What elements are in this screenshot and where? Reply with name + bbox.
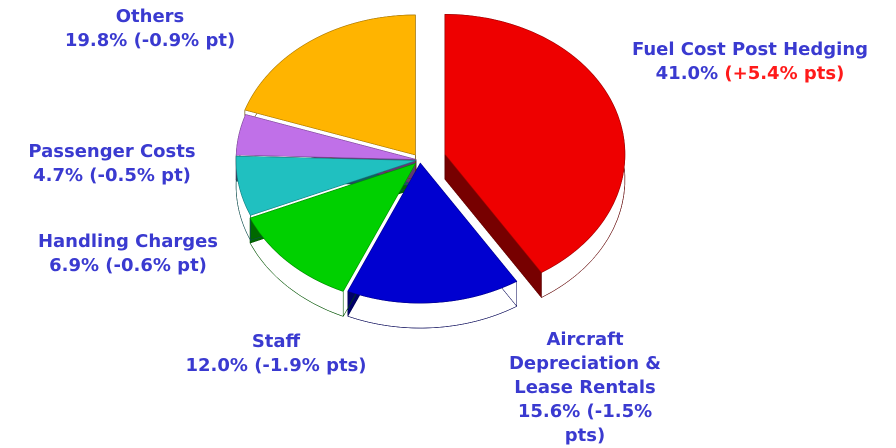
change-label: (+5.4% pts) bbox=[724, 63, 845, 84]
value-label: 19.8% bbox=[64, 30, 128, 51]
pie-slice bbox=[235, 155, 417, 216]
slice-label: Fuel Cost Post Hedging 41.0% (+5.4% pts) bbox=[600, 38, 896, 86]
pie-slice bbox=[347, 162, 518, 304]
category-label: Others bbox=[115, 6, 185, 27]
slice-label: Aircraft Depreciation & Lease Rentals 15.… bbox=[498, 328, 673, 448]
category-label: Staff bbox=[251, 331, 301, 352]
pie-slice bbox=[249, 162, 417, 292]
slice-label: Staff 12.0% (-1.9% pts) bbox=[146, 330, 406, 378]
value-label: 4.7% bbox=[33, 165, 84, 186]
category-label: Passenger Costs bbox=[28, 141, 196, 162]
value-label: 6.9% bbox=[49, 255, 100, 276]
change-label: (-0.5% pt) bbox=[89, 165, 191, 186]
category-label: Handling Charges bbox=[37, 231, 219, 252]
value-label: 15.6% bbox=[517, 401, 581, 422]
change-label: (-1.5% pts) bbox=[564, 401, 653, 446]
pie-slice bbox=[235, 114, 417, 160]
pie-slice bbox=[244, 14, 416, 156]
change-label: (-1.9% pts) bbox=[254, 355, 367, 376]
value-label: 12.0% bbox=[185, 355, 248, 376]
slice-label: Handling Charges 6.9% (-0.6% pt) bbox=[0, 230, 258, 278]
change-label: (-0.9% pt) bbox=[133, 30, 236, 51]
category-label: Aircraft Depreciation & Lease Rentals bbox=[508, 329, 662, 398]
slice-label: Others 19.8% (-0.9% pt) bbox=[20, 5, 280, 53]
change-label: (-0.6% pt) bbox=[105, 255, 207, 276]
value-label: 41.0% bbox=[655, 63, 719, 84]
category-label: Fuel Cost Post Hedging bbox=[631, 39, 869, 60]
slice-label: Passenger Costs 4.7% (-0.5% pt) bbox=[0, 140, 242, 188]
pie-slice bbox=[444, 14, 626, 273]
